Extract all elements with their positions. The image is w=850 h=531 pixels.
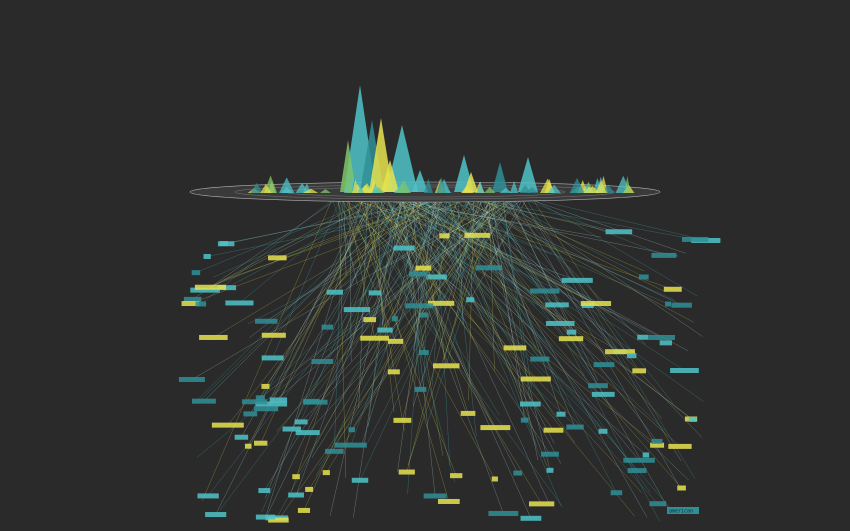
node-labels <box>178 229 721 523</box>
peak-cluster <box>247 85 635 193</box>
label-american: american <box>667 507 699 515</box>
label-american-text: american <box>669 509 693 515</box>
connection-lines <box>190 194 706 522</box>
